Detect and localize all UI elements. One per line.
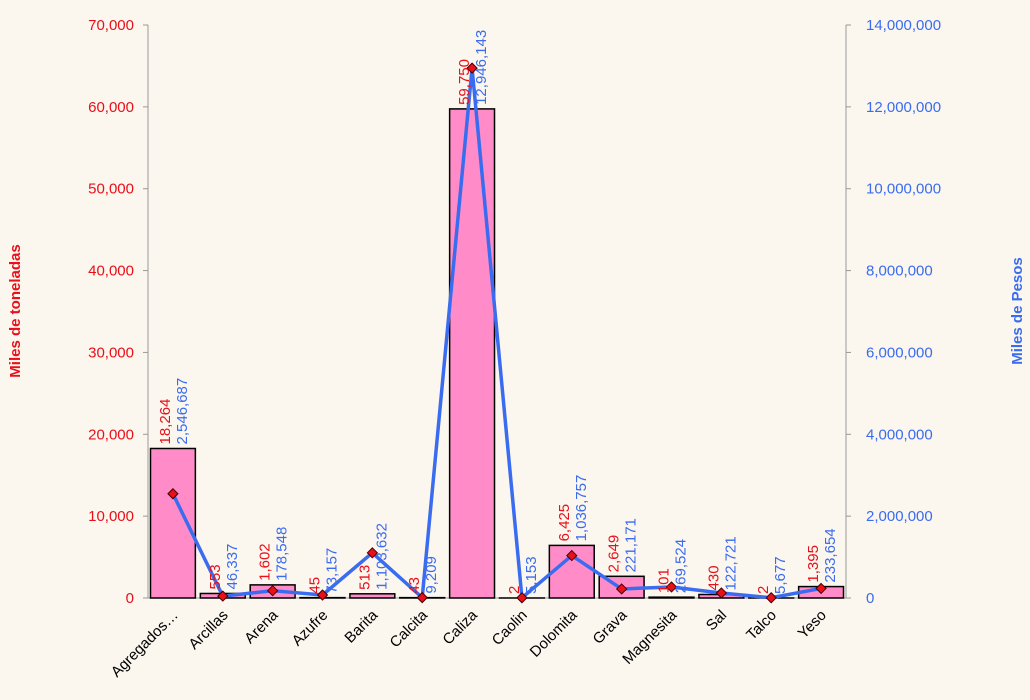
y-tick-label: 20,000 [88, 426, 134, 443]
y2-tick-label: 14,000,000 [866, 17, 941, 34]
value-label: 122,721 [722, 536, 739, 590]
x-tick-label: Yeso [795, 607, 830, 642]
marker [316, 589, 329, 601]
value-label: 430 [705, 565, 722, 590]
marker [167, 488, 179, 500]
y2-tick-label: 10,000,000 [866, 181, 941, 198]
value-label: 5,677 [772, 556, 789, 594]
y2-tick-label: 8,000,000 [866, 263, 933, 280]
line [171, 66, 822, 600]
y2-tick-label: 6,000,000 [866, 344, 933, 361]
x-tick-label: Talco [743, 607, 780, 644]
bar [448, 108, 496, 599]
value-label: 18,264 [157, 399, 174, 445]
value-label: 2,649 [606, 535, 623, 573]
marker [466, 62, 478, 74]
bar [648, 596, 695, 599]
value-label: 59,750 [456, 59, 473, 105]
marker [765, 592, 777, 604]
x-tick-label: Dolomita [527, 606, 581, 660]
y-tick-label: 0 [126, 590, 134, 607]
marker [416, 591, 428, 604]
marker [665, 581, 678, 593]
x-tick-label: Magnesita [619, 606, 680, 667]
marker [615, 583, 628, 595]
value-label: 553 [207, 564, 224, 589]
x-tick-label: Caolin [489, 607, 531, 649]
value-label: 513 [356, 565, 373, 590]
value-label: 45 [307, 577, 324, 594]
value-label: 1,395 [805, 545, 822, 583]
value-label: 12,946,143 [473, 30, 490, 105]
value-label: 2 [755, 586, 772, 594]
value-label: 43 [406, 577, 423, 594]
y-tick-label: 30,000 [88, 344, 134, 361]
value-label: 46,337 [224, 544, 241, 590]
marker [266, 584, 279, 597]
value-label: 221,171 [623, 518, 640, 572]
x-tick-label: Arcillas [185, 607, 231, 653]
y-axis-label: Miles de toneladas [7, 244, 24, 377]
value-label: 9,209 [423, 556, 440, 594]
x-tick-label: Caliza [439, 606, 481, 648]
value-label: 2,546,687 [174, 378, 191, 445]
y2-tick-label: 12,000,000 [866, 99, 941, 116]
value-label: 178,548 [274, 527, 291, 581]
marker [366, 547, 379, 559]
value-label: 1,602 [257, 543, 274, 581]
value-label: 1,036,757 [573, 475, 590, 542]
y-tick-label: 60,000 [88, 99, 134, 116]
x-tick-label: Arena [241, 606, 282, 647]
y2-tick-label: 2,000,000 [866, 508, 933, 525]
x-tick-label: Grava [590, 606, 631, 647]
y2-tick-label: 4,000,000 [866, 426, 933, 443]
x-tick-label: Barita [341, 606, 381, 646]
y2-axis-label: Miles de Pesos [1009, 257, 1026, 365]
marker [516, 592, 528, 604]
value-label: 1,103,632 [373, 523, 390, 590]
y-tick-label: 70,000 [88, 17, 134, 34]
marker [217, 590, 229, 602]
x-tick-label: Agregados… [108, 607, 182, 681]
bar [349, 593, 396, 599]
x-tick-label: Sal [703, 607, 730, 634]
value-label: 269,524 [673, 539, 690, 593]
value-label: 6,425 [556, 504, 573, 542]
value-label: 5,153 [523, 556, 540, 594]
y2-tick-label: 0 [866, 590, 874, 607]
marker [815, 582, 827, 595]
value-label: 233,654 [822, 528, 839, 582]
marker [566, 549, 578, 562]
y-tick-label: 40,000 [88, 263, 134, 280]
marker [715, 587, 728, 599]
x-tick-label: Calcita [387, 606, 432, 651]
y-tick-label: 10,000 [88, 508, 134, 525]
y-tick-label: 50,000 [88, 181, 134, 198]
value-label: 2 [506, 586, 523, 594]
value-label: 73,157 [324, 548, 341, 594]
x-tick-label: Azufre [289, 607, 332, 650]
value-label: 101 [656, 568, 673, 593]
